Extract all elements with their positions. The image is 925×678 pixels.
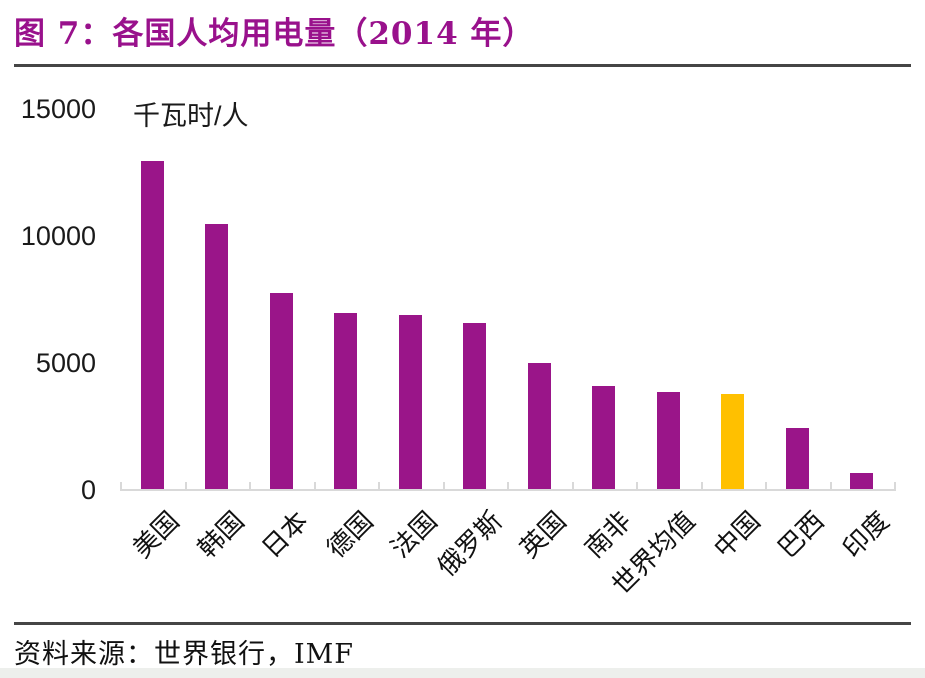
y-tick-label: 0 [80,475,96,505]
bar-韩国 [205,224,229,491]
x-axis-tick [636,482,638,490]
y-tick-label: 5000 [35,348,96,378]
title-divider-line [14,64,911,67]
x-axis-tick [120,482,122,490]
x-axis-line [120,489,896,491]
category-label-韩国: 韩国 [191,505,250,564]
x-axis-tick [378,482,380,490]
source-text: 资料来源：世界银行，IMF [14,639,355,670]
x-axis-tick [571,482,574,490]
chart-title: 图 7：各国人均用电量（2014 年） [14,16,535,52]
x-axis-tick [442,482,445,490]
category-label-俄罗斯: 俄罗斯 [431,505,508,582]
category-label-德国: 德国 [320,505,379,564]
x-axis-tick [313,482,316,490]
y-axis-unit-label: 千瓦时/人 [133,101,249,131]
y-tick-label: 15000 [20,94,96,124]
category-label-印度: 印度 [836,505,895,564]
category-label-美国: 美国 [127,505,185,564]
source-divider-line [14,622,911,625]
category-label-英国: 英国 [514,505,572,564]
x-axis-tick [700,482,703,490]
bar-美国 [140,161,164,491]
x-axis-tick [507,482,509,490]
bar-中国 [721,394,745,491]
bar-法国 [398,315,422,491]
category-label-日本: 日本 [256,505,314,564]
x-axis-tick [184,482,187,490]
bar-日本 [269,293,293,491]
y-tick-label: 10000 [20,221,96,251]
bar-巴西 [785,428,809,491]
category-label-中国: 中国 [707,505,766,564]
x-axis-tick [249,482,251,490]
x-axis-tick [765,482,767,490]
bar-德国 [334,313,358,491]
x-axis-tick [829,482,832,490]
bar-俄罗斯 [463,323,487,491]
bar-南非 [592,386,616,491]
bar-世界均值 [656,392,680,491]
category-label-巴西: 巴西 [772,505,830,564]
bar-印度 [850,473,874,491]
page-edge-strip [0,668,925,678]
bar-英国 [527,363,551,491]
x-axis-tick [894,482,896,490]
